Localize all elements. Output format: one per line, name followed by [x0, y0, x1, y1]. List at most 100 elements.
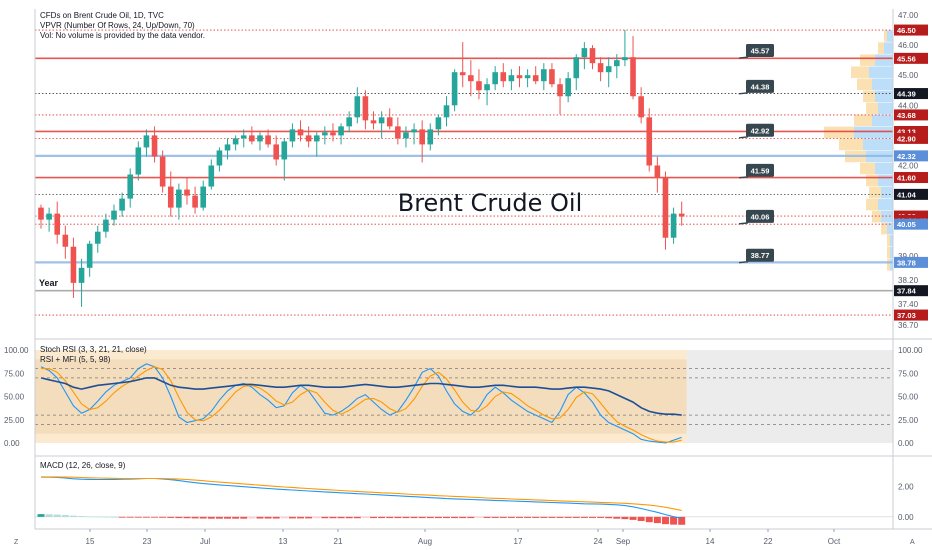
vp-bar-up: [878, 198, 893, 211]
price-badge: 46.50: [894, 24, 928, 36]
macd-hist-bar: [191, 516, 199, 519]
macd-pane[interactable]: MACD (12, 26, close, 9): [35, 456, 893, 529]
candle-body: [86, 243, 93, 268]
vp-bar-up: [863, 138, 893, 151]
price-callout[interactable]: 38.77: [738, 248, 774, 264]
candle-body: [62, 234, 69, 247]
price-badge-bg: [894, 172, 928, 184]
price-callouts[interactable]: 45.57 44.38 42.92 41.59 40.06 38.77: [738, 44, 774, 264]
callout-pointer: [738, 136, 749, 139]
price-tick: 45.00: [898, 71, 919, 80]
candle-body: [500, 72, 507, 82]
macd-hist-bar: [572, 516, 580, 518]
price-tick: 44.00: [898, 101, 919, 110]
candle-body: [597, 63, 604, 73]
price-pane[interactable]: Brent Crude Oil Year 45.57 44.38 42.92 41.5…: [35, 9, 893, 339]
callout-pointer: [738, 56, 749, 59]
stoch-series-line: [40, 363, 682, 444]
macd-title: MACD (12, 26, close, 9): [40, 461, 126, 470]
price-badge: 42.32: [894, 150, 928, 162]
macd-hist-bar: [515, 516, 523, 518]
candles: [38, 30, 685, 307]
stoch-left-tick: 25.00: [4, 416, 25, 425]
macd-hist-bar: [361, 516, 369, 519]
time-tick: Aug: [418, 537, 432, 546]
price-badge-label: 37.84: [897, 287, 917, 296]
stoch-rsi-pane[interactable]: Stoch RSI (3, 3, 21, 21, close) RSI + MF…: [35, 339, 893, 455]
macd-hist-bar: [175, 516, 183, 519]
macd-hist-bar: [224, 516, 232, 519]
callout-pointer: [738, 92, 749, 95]
vp-bar-down: [857, 78, 872, 90]
candle-body: [46, 213, 52, 220]
candle-body: [257, 135, 263, 142]
price-callout[interactable]: 44.38: [738, 79, 774, 95]
vp-bar-down: [854, 114, 872, 127]
price-tick: 38.20: [898, 276, 919, 285]
candle-body: [654, 165, 661, 178]
macd-series-line: [41, 476, 682, 512]
candle-body: [419, 129, 425, 145]
candle-body: [240, 135, 247, 139]
macd-hist-bar: [483, 516, 491, 518]
price-callout[interactable]: 40.06: [738, 209, 774, 225]
macd-hist-bar: [142, 516, 150, 518]
macd-hist-bar: [305, 516, 313, 519]
callout-pointer: [738, 260, 749, 264]
stoch-tick: 50.00: [898, 393, 919, 402]
macd-tick: 2.00: [898, 482, 914, 491]
candle-body: [589, 48, 596, 64]
vp-bar-up: [887, 222, 893, 235]
time-tick: 14: [706, 537, 715, 546]
corner-button-left[interactable]: Z: [14, 539, 19, 546]
price-badge-label: 42.90: [897, 134, 916, 143]
macd-hist-bar: [588, 516, 596, 518]
price-tick: 39.00: [898, 252, 919, 261]
vp-bar-up: [890, 259, 893, 271]
vp-bar-down: [866, 174, 878, 187]
macd-hist-bar: [134, 516, 142, 518]
price-callout[interactable]: 41.59: [738, 163, 774, 179]
macd-hist-bar: [394, 516, 402, 519]
vp-bar-up: [854, 126, 893, 139]
price-badge-bg: [894, 188, 928, 200]
time-tick: 23: [143, 537, 152, 546]
macd-hist-bar: [313, 516, 321, 519]
rsi-mfi-title: RSI + MFI (5, 5, 98): [40, 355, 111, 364]
candle-body: [38, 207, 44, 220]
callout-box: [746, 79, 774, 93]
macd-hist-bar: [637, 516, 645, 521]
price-badge: 44.39: [894, 88, 928, 100]
candle-body: [459, 72, 466, 76]
price-badge-label: 41.04: [897, 190, 917, 199]
candle-body: [322, 132, 328, 136]
callout-box: [746, 163, 774, 177]
macd-hist-bar: [670, 516, 678, 525]
vp-bar-up: [890, 234, 893, 247]
price-badge-bg: [894, 52, 928, 64]
stoch-tick: 75.00: [898, 369, 919, 378]
callout-label: 40.06: [751, 212, 770, 221]
macd-hist-bar: [159, 516, 167, 518]
price-callout[interactable]: 42.92: [738, 123, 774, 139]
candle-body: [184, 189, 190, 196]
time-tick: 21: [334, 537, 343, 546]
candle-body: [119, 198, 125, 211]
macd-hist-bar: [410, 516, 418, 519]
candle-body: [435, 117, 442, 130]
price-axis[interactable]: 36.7037.4038.2039.0041.0042.0044.0045.00…: [4, 11, 928, 522]
candle-body: [411, 129, 417, 133]
candle-body: [646, 117, 653, 166]
macd-hist-bar: [256, 516, 264, 519]
symbol-line: CFDs on Brent Crude Oil, 1D, TVC: [40, 11, 164, 20]
corner-button-right[interactable]: A: [910, 539, 915, 546]
candle-body: [678, 213, 685, 217]
price-callout[interactable]: 45.57: [738, 44, 774, 59]
macd-hist-bar: [94, 516, 102, 518]
vpvr-line: VPVR (Number Of Rows, 24, Up/Down, 70): [40, 21, 195, 30]
macd-hist-bar: [264, 516, 272, 519]
vp-bar-up: [890, 246, 893, 259]
time-axis[interactable]: 15 23 Jul 13 21 Aug 17 24 Sep 14 22 Oct: [86, 529, 841, 546]
